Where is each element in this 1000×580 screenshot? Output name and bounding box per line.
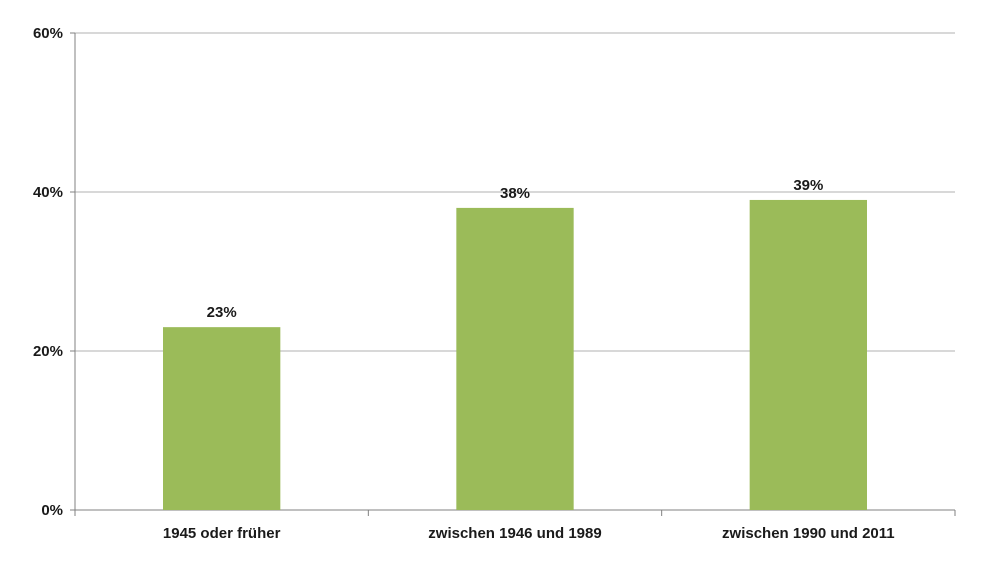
bar-value-label: 23% — [207, 304, 237, 321]
bar — [163, 327, 281, 510]
y-tick-label: 60% — [33, 25, 63, 42]
bar-value-label: 39% — [793, 177, 823, 194]
y-tick-label: 0% — [41, 502, 63, 519]
bar — [456, 207, 574, 510]
bars — [163, 199, 867, 510]
y-tick-label: 20% — [33, 343, 63, 360]
bar-value-label: 38% — [500, 185, 530, 202]
x-category-label: zwischen 1946 und 1989 — [428, 525, 601, 542]
y-tick-label: 40% — [33, 184, 63, 201]
labels: 0% 20% 40% 60% 23% 1945 oder früher 38% zwische… — [33, 25, 895, 542]
bar — [749, 199, 867, 510]
x-category-label: 1945 oder früher — [163, 525, 281, 542]
x-category-label: zwischen 1990 und 2011 — [722, 525, 895, 542]
